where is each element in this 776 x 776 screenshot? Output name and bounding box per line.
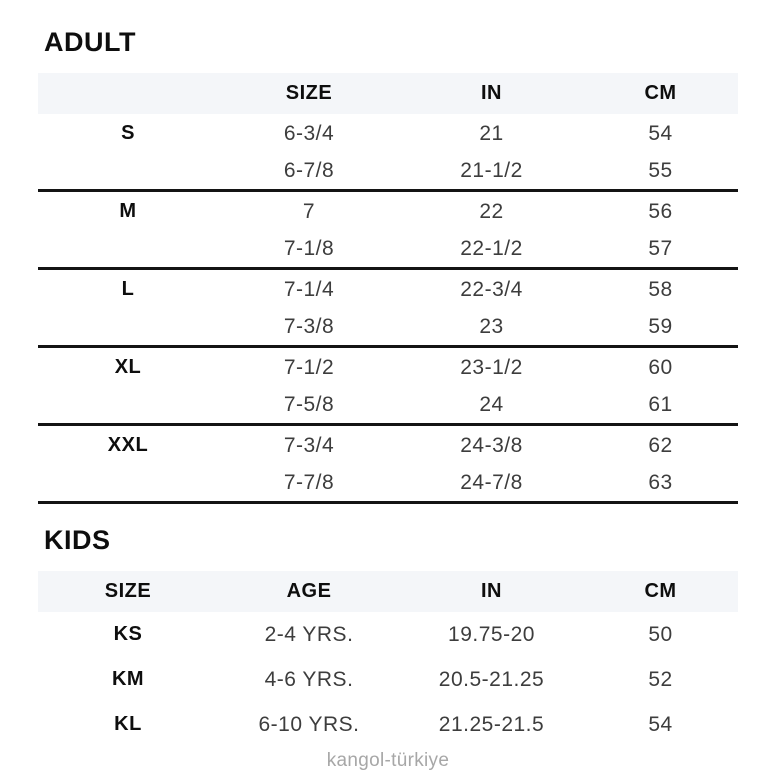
cm-cell: 58 — [648, 277, 673, 301]
in-cell: 21 — [479, 121, 504, 145]
table-row: XL 7-1/2 23-1/2 60 — [38, 348, 738, 387]
cm-cell: 62 — [648, 433, 673, 457]
kids-size-label: KS — [113, 623, 143, 645]
size-cell: 7-1/2 — [283, 355, 335, 379]
cm-cell: 59 — [648, 315, 673, 338]
size-cell: 7-7/8 — [283, 471, 335, 494]
table-row: 7-5/8 24 61 — [38, 387, 738, 426]
kids-table-header-row: SIZE AGE IN CM — [38, 571, 738, 612]
kids-table-body: KS 2-4 YRS. 19.75-20 50 KM 4-6 YRS. 20.5… — [38, 612, 738, 747]
in-cell: 22 — [479, 199, 504, 223]
in-cell: 23-1/2 — [460, 355, 523, 379]
cm-cell: 54 — [648, 121, 673, 145]
size-cell: 6-7/8 — [283, 159, 335, 182]
in-cell: 20.5-21.25 — [438, 667, 545, 691]
size-group-label: S — [121, 122, 135, 144]
table-row: KM 4-6 YRS. 20.5-21.25 52 — [38, 657, 738, 702]
cm-cell: 54 — [648, 712, 673, 736]
size-cell: 6-3/4 — [283, 121, 335, 145]
in-cell: 19.75-20 — [448, 622, 535, 646]
cm-cell: 56 — [648, 199, 673, 223]
in-cell: 21.25-21.5 — [438, 712, 545, 736]
adult-column-header-size: SIZE — [285, 82, 333, 104]
adult-column-header-in: IN — [481, 82, 502, 104]
table-row: 6-7/8 21-1/2 55 — [38, 153, 738, 192]
in-cell: 22-1/2 — [460, 237, 523, 260]
table-row: KL 6-10 YRS. 21.25-21.5 54 — [38, 702, 738, 747]
in-cell: 22-3/4 — [460, 277, 523, 301]
size-cell: 7 — [302, 199, 316, 223]
table-row: KS 2-4 YRS. 19.75-20 50 — [38, 612, 738, 657]
footer-brand-text: kangol-türkiye — [326, 750, 450, 771]
table-row: XXL 7-3/4 24-3/8 62 — [38, 426, 738, 465]
in-cell: 24 — [479, 393, 504, 416]
kids-size-table: SIZE AGE IN CM KS 2-4 YRS. 19.75-20 50 K… — [38, 571, 738, 747]
size-cell: 7-3/8 — [283, 315, 335, 338]
kids-column-header-cm: CM — [644, 580, 677, 602]
kids-size-label: KL — [114, 713, 142, 735]
table-row: 7-7/8 24-7/8 63 — [38, 465, 738, 504]
size-group-label: L — [121, 278, 135, 300]
age-cell: 6-10 YRS. — [258, 712, 360, 736]
size-cell: 7-1/4 — [283, 277, 335, 301]
cm-cell: 63 — [648, 471, 673, 494]
cm-cell: 52 — [648, 667, 673, 691]
adult-size-table: SIZE IN CM S 6-3/4 21 54 6-7/8 21-1/2 55… — [38, 73, 738, 504]
adult-table-body: S 6-3/4 21 54 6-7/8 21-1/2 55 M 7 22 56 … — [38, 114, 738, 504]
kids-size-label: KM — [111, 668, 145, 690]
size-cell: 7-1/8 — [283, 237, 335, 260]
cm-cell: 50 — [648, 622, 673, 646]
cm-cell: 55 — [648, 159, 673, 182]
size-group-label: M — [119, 200, 137, 222]
table-row: 7-3/8 23 59 — [38, 309, 738, 348]
in-cell: 21-1/2 — [460, 159, 523, 182]
size-cell: 7-5/8 — [283, 393, 335, 416]
table-row: 7-1/8 22-1/2 57 — [38, 231, 738, 270]
cm-cell: 61 — [648, 393, 673, 416]
in-cell: 24-3/8 — [460, 433, 523, 457]
kids-column-header-in: IN — [481, 580, 502, 602]
table-row: S 6-3/4 21 54 — [38, 114, 738, 153]
kids-column-header-size: SIZE — [104, 580, 152, 602]
cm-cell: 57 — [648, 237, 673, 260]
table-row: L 7-1/4 22-3/4 58 — [38, 270, 738, 309]
adult-column-header-cm: CM — [644, 82, 677, 104]
kids-column-header-age: AGE — [286, 580, 332, 602]
age-cell: 4-6 YRS. — [264, 667, 354, 691]
in-cell: 24-7/8 — [460, 471, 523, 494]
in-cell: 23 — [479, 315, 504, 338]
age-cell: 2-4 YRS. — [264, 622, 354, 646]
adult-section-heading: ADULT — [44, 27, 136, 57]
table-row: M 7 22 56 — [38, 192, 738, 231]
size-cell: 7-3/4 — [283, 433, 335, 457]
kids-section-heading: KIDS — [44, 525, 111, 555]
size-group-label: XXL — [107, 434, 149, 456]
size-group-label: XL — [114, 356, 142, 378]
cm-cell: 60 — [648, 355, 673, 379]
adult-table-header-row: SIZE IN CM — [38, 73, 738, 114]
